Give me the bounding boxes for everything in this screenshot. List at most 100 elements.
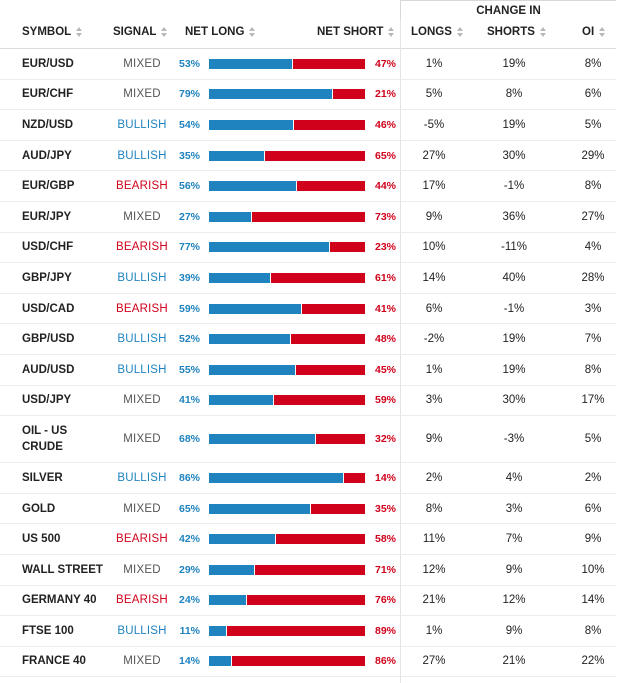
net-long-value: 41% [178, 394, 200, 407]
net-short-bar [272, 395, 365, 406]
longs-change-value: 2% [425, 471, 443, 484]
net-short-value: 48% [374, 333, 396, 346]
table-row[interactable]: USD/CHF BEARISH 77% 23% 10% -11% 4% [0, 233, 616, 264]
table-row[interactable]: EUR/JPY MIXED 27% 73% 9% 36% 27% [0, 202, 616, 233]
symbol-link[interactable]: EUR/GBP [22, 180, 75, 193]
net-long-bar [209, 395, 273, 406]
symbol-link[interactable]: USD/CAD [22, 302, 75, 315]
net-long-value: 52% [178, 333, 200, 346]
col-header-symbol-label: SYMBOL [22, 26, 72, 38]
table-row[interactable]: EUR/USD MIXED 53% 47% 1% 19% 8% [0, 49, 616, 80]
table-row[interactable]: WALL STREET MIXED 29% 71% 12% 9% 10% [0, 555, 616, 586]
table-row[interactable]: EUR/GBP BEARISH 56% 44% 17% -1% 8% [0, 171, 616, 202]
sort-icon[interactable] [76, 26, 83, 38]
table-header: CHANGE IN SYMBOL SIGNAL NET LONG NET SHO… [0, 0, 624, 50]
table-row[interactable]: USD/JPY MIXED 41% 59% 3% 30% 17% [0, 386, 616, 417]
table-row[interactable]: EUR/CHF MIXED 79% 21% 5% 8% 6% [0, 80, 616, 111]
symbol-link[interactable]: USD/JPY [22, 394, 72, 407]
symbol-link[interactable]: FRANCE 40 [22, 655, 86, 668]
sentiment-bar [209, 586, 365, 616]
symbol-link[interactable]: WALL STREET [22, 563, 103, 576]
net-short-bar [274, 534, 365, 545]
symbol-link[interactable]: SILVER [22, 471, 63, 484]
sort-icon[interactable] [599, 26, 606, 38]
table-row[interactable]: SILVER BULLISH 86% 14% 2% 4% 2% [0, 463, 616, 494]
shorts-change-value: 9% [505, 563, 523, 576]
col-header-signal-label: SIGNAL [113, 26, 157, 38]
net-short-value: 61% [374, 271, 396, 284]
net-short-bar [293, 119, 365, 130]
sentiment-bar [209, 171, 365, 201]
net-short-bar [230, 656, 365, 667]
col-header-net-short[interactable]: NET SHORT [317, 22, 395, 42]
table-row[interactable]: USD/CAD BEARISH 59% 41% 6% -1% 3% [0, 294, 616, 325]
col-header-oi[interactable]: OI [582, 22, 606, 42]
table-row[interactable]: OIL - US CRUDE MIXED 68% 32% 9% -3% 5% [0, 416, 616, 464]
symbol-link[interactable]: EUR/CHF [22, 88, 74, 101]
net-long-value: 55% [178, 363, 200, 376]
symbol-link[interactable]: FTSE 100 [22, 624, 74, 637]
symbol-link[interactable]: NZD/USD [22, 118, 74, 131]
table-row[interactable]: FTSE 100 BULLISH 11% 89% 1% 9% 8% [0, 616, 616, 647]
signal-label: MIXED [123, 563, 161, 576]
symbol-link[interactable]: GBP/USD [22, 333, 75, 346]
col-header-shorts[interactable]: SHORTS [487, 22, 547, 42]
longs-change-value: 3% [425, 394, 443, 407]
sentiment-bar [209, 416, 365, 462]
symbol-link[interactable]: USD/CHF [22, 241, 74, 254]
signal-label: BULLISH [117, 333, 167, 346]
signal-label: BEARISH [116, 533, 168, 546]
sentiment-bar [209, 141, 365, 171]
sort-icon[interactable] [249, 26, 256, 38]
sentiment-bar [209, 324, 365, 354]
table-row[interactable]: GBP/JPY BULLISH 39% 61% 14% 40% 28% [0, 263, 616, 294]
net-long-value: 77% [178, 241, 200, 254]
net-short-value: 14% [374, 471, 396, 484]
sort-icon[interactable] [388, 26, 395, 38]
shorts-change-value: -1% [503, 180, 525, 193]
symbol-link[interactable]: OIL - US CRUDE [22, 425, 68, 454]
sentiment-bar [209, 202, 365, 232]
table-row[interactable]: GBP/USD BULLISH 52% 48% -2% 19% 7% [0, 324, 616, 355]
net-short-value: 71% [374, 563, 396, 576]
symbol-link[interactable]: AUD/USD [22, 363, 75, 376]
signal-label: MIXED [123, 210, 161, 223]
sort-icon[interactable] [456, 26, 464, 38]
net-long-value: 29% [178, 563, 200, 576]
symbol-link[interactable]: GOLD [22, 502, 56, 515]
net-short-value: 59% [374, 394, 396, 407]
net-short-value: 47% [374, 57, 396, 70]
sort-icon[interactable] [161, 26, 168, 38]
net-short-bar [310, 503, 365, 514]
sentiment-bar [209, 616, 365, 646]
col-header-net-long[interactable]: NET LONG [185, 22, 256, 42]
shorts-change-value: 40% [502, 271, 526, 284]
sentiment-bar [209, 294, 365, 324]
oi-change-value: 7% [584, 333, 602, 346]
symbol-link[interactable]: GBP/JPY [22, 271, 72, 284]
table-row[interactable]: FRANCE 40 MIXED 14% 86% 27% 21% 22% [0, 647, 616, 678]
net-long-value: 39% [178, 271, 200, 284]
table-row[interactable]: AUD/USD BULLISH 55% 45% 1% 19% 8% [0, 355, 616, 386]
symbol-link[interactable]: GERMANY 40 [22, 594, 97, 607]
longs-change-value: 12% [422, 563, 446, 576]
table-row[interactable]: US 500 BEARISH 42% 58% 11% 7% 9% [0, 524, 616, 555]
net-short-value: 65% [374, 149, 396, 162]
oi-change-value: 9% [584, 533, 602, 546]
longs-change-value: 10% [422, 241, 446, 254]
col-header-longs[interactable]: LONGS [411, 22, 464, 42]
col-header-symbol[interactable]: SYMBOL [22, 22, 83, 42]
symbol-link[interactable]: AUD/JPY [22, 149, 72, 162]
table-row[interactable]: GOLD MIXED 65% 35% 8% 3% 6% [0, 494, 616, 525]
shorts-change-value: -3% [503, 433, 525, 446]
symbol-link[interactable]: US 500 [22, 533, 61, 546]
header-divider [0, 48, 616, 49]
col-header-signal[interactable]: SIGNAL [113, 22, 168, 42]
sort-icon[interactable] [539, 26, 547, 38]
table-row[interactable]: AUD/JPY BULLISH 35% 65% 27% 30% 29% [0, 141, 616, 172]
sentiment-bar [209, 494, 365, 524]
table-row[interactable]: GERMANY 40 BEARISH 24% 76% 21% 12% 14% [0, 586, 616, 617]
symbol-link[interactable]: EUR/USD [22, 57, 74, 70]
symbol-link[interactable]: EUR/JPY [22, 210, 72, 223]
table-row[interactable]: NZD/USD BULLISH 54% 46% -5% 19% 5% [0, 110, 616, 141]
